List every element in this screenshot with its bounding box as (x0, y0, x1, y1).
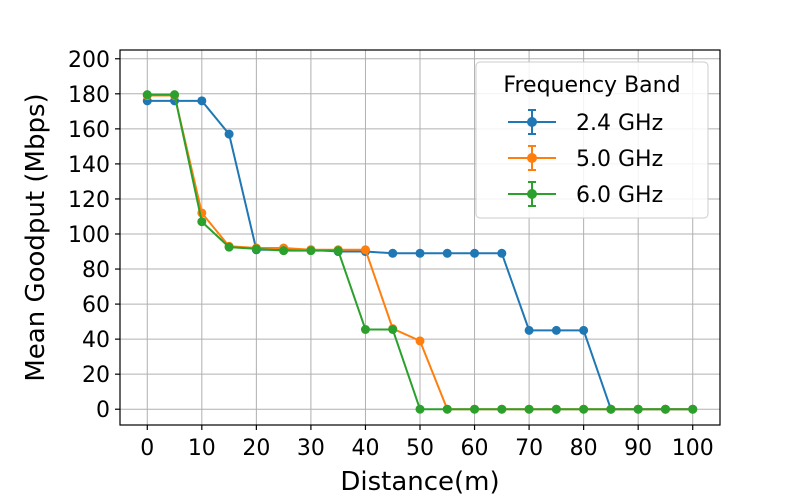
series-group (142, 90, 698, 414)
x-tick-label: 100 (672, 436, 714, 461)
data-point (660, 404, 670, 414)
data-point (415, 336, 425, 346)
x-tick-label: 20 (242, 436, 270, 461)
y-tick-label: 100 (68, 223, 110, 248)
data-point (360, 245, 370, 255)
y-tick-label: 80 (82, 258, 110, 283)
legend-item: 6.0 GHz (508, 181, 663, 208)
data-point (306, 246, 316, 256)
legend-item: 5.0 GHz (508, 145, 663, 172)
y-tick-label: 200 (68, 48, 110, 73)
data-point (524, 325, 534, 335)
legend-title: Frequency Band (503, 73, 680, 98)
x-axis-label: Distance(m) (340, 467, 499, 497)
y-tick-label: 180 (68, 83, 110, 108)
data-point (415, 404, 425, 414)
data-point (551, 325, 561, 335)
x-tick-label: 50 (406, 436, 434, 461)
data-point (388, 324, 398, 334)
x-tick-label: 60 (461, 436, 489, 461)
data-point (170, 90, 180, 100)
data-point (497, 404, 507, 414)
y-tick-label: 120 (68, 188, 110, 213)
legend-label: 6.0 GHz (576, 183, 663, 208)
x-tick-label: 0 (140, 436, 154, 461)
y-tick-label: 60 (82, 293, 110, 318)
axis-ticks: 0 10 20 30 40 50 60 70 80 90 100 0 20 40 60 80 100 120 140… (68, 48, 714, 461)
data-point (142, 90, 152, 100)
legend-items: 2.4 GHz 5.0 GHz 6.0 GHz (508, 109, 663, 208)
data-point (279, 246, 289, 256)
x-tick-label: 70 (515, 436, 543, 461)
plot-area-frame (119, 49, 721, 426)
legend-marker (527, 153, 537, 163)
legend-marker (527, 117, 537, 127)
data-point (251, 244, 261, 254)
data-point (524, 404, 534, 414)
y-tick-label: 20 (82, 363, 110, 388)
data-point (470, 248, 480, 258)
legend-box (475, 61, 709, 219)
data-point (579, 325, 589, 335)
data-point (688, 404, 698, 414)
data-point (470, 404, 480, 414)
data-point (551, 404, 561, 414)
data-point (606, 404, 616, 414)
legend: Frequency Band 2.4 GHz 5.0 GHz 6.0 GHz (475, 61, 709, 219)
y-tick-label: 40 (82, 328, 110, 353)
x-tick-label: 40 (351, 436, 379, 461)
y-tick-label: 0 (96, 398, 110, 423)
data-point (224, 242, 234, 252)
x-tick-label: 30 (297, 436, 325, 461)
y-tick-label: 140 (68, 153, 110, 178)
x-tick-label: 90 (624, 436, 652, 461)
data-point (442, 404, 452, 414)
legend-item: 2.4 GHz (508, 109, 663, 136)
data-point (415, 248, 425, 258)
data-point (388, 248, 398, 258)
data-point (360, 324, 370, 334)
data-point (497, 248, 507, 258)
data-point (224, 129, 234, 139)
x-tick-label: 10 (188, 436, 216, 461)
data-point (579, 404, 589, 414)
legend-label: 5.0 GHz (576, 147, 663, 172)
data-point (442, 248, 452, 258)
series-6-0-ghz (142, 90, 698, 414)
y-axis-label: Mean Goodput (Mbps) (21, 93, 51, 381)
y-tick-label: 160 (68, 118, 110, 143)
legend-label: 2.4 GHz (576, 111, 663, 136)
data-point (197, 96, 207, 106)
x-tick-label: 80 (570, 436, 598, 461)
data-point (333, 246, 343, 256)
legend-marker (527, 189, 537, 199)
data-point (197, 217, 207, 227)
data-point (633, 404, 643, 414)
